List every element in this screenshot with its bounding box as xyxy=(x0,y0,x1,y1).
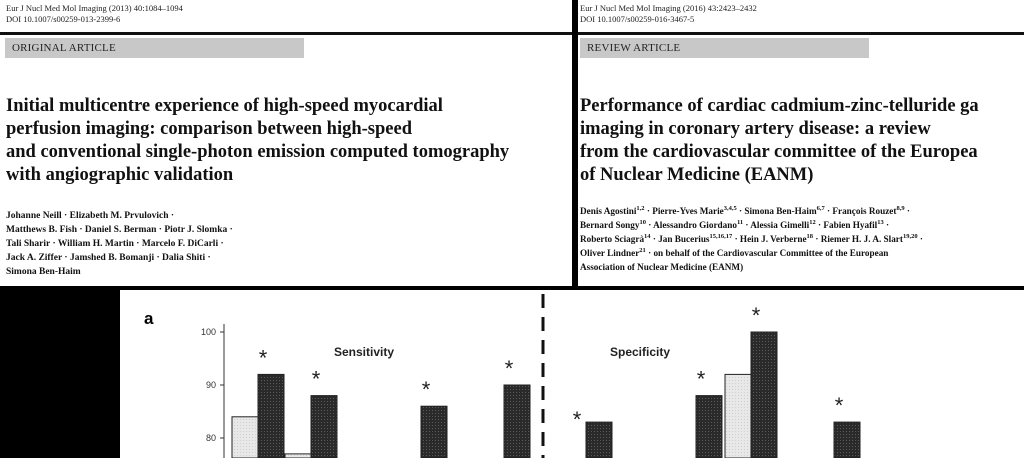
author-text: Bernard Songy xyxy=(580,220,640,230)
journal-citation: Eur J Nucl Med Mol Imaging (2013) 40:108… xyxy=(6,3,183,25)
affiliation-superscript: 13 xyxy=(877,218,884,226)
bar-light xyxy=(284,453,312,458)
y-tick-label: 90 xyxy=(206,380,216,390)
affiliation-superscript: 21 xyxy=(639,246,646,254)
affiliation-superscript: 6,7 xyxy=(816,204,825,212)
author-line: Bernard Songy10 · Alessandro Giordano11 … xyxy=(580,218,923,232)
affiliation-superscript: 3,4,5 xyxy=(723,204,737,212)
group-label-specificity: Specificity xyxy=(610,345,670,359)
doi-line: DOI 10.1007/s00259-013-2399-6 xyxy=(6,14,121,24)
author-line: Jack A. Ziffer · Jamshed B. Bomanji · Da… xyxy=(6,253,211,263)
author-text: · Alessandro Giordano xyxy=(645,220,737,230)
significance-star: * xyxy=(422,377,431,402)
author-text: · Riemer H. J. A. Slart xyxy=(813,234,903,244)
significance-star: * xyxy=(835,393,844,418)
bar-dark xyxy=(257,373,285,458)
bar-chart-panel: a Sensitivity Specificity 100 90 80 * * * * * *… xyxy=(120,290,1024,458)
bar-dark xyxy=(750,331,778,458)
author-text: Association of Nuclear Medicine (EANM) xyxy=(580,262,744,272)
affiliation-superscript: 19,20 xyxy=(902,232,918,240)
author-line: Matthews B. Fish · Daniel S. Berman · Pi… xyxy=(6,225,233,235)
journal-citation-line: Eur J Nucl Med Mol Imaging (2016) 43:242… xyxy=(580,3,757,13)
bar-dark xyxy=(420,405,448,458)
author-line: Association of Nuclear Medicine (EANM) xyxy=(580,260,923,274)
affiliation-superscript: 10 xyxy=(639,218,646,226)
bar-dark xyxy=(503,384,531,458)
header-rule xyxy=(0,32,572,35)
author-text: · François Rouzet xyxy=(824,206,897,216)
title-line: from the cardiovascular committee of the… xyxy=(580,142,978,162)
title-line: imaging in coronary artery disease: a re… xyxy=(580,119,931,139)
author-text: · Hein J. Verberne xyxy=(732,234,807,244)
author-list: Johanne Neill · Elizabeth M. Prvulovich … xyxy=(6,209,233,279)
author-line: Johanne Neill · Elizabeth M. Prvulovich … xyxy=(6,211,175,221)
bar-dark xyxy=(833,421,861,458)
affiliation-superscript: 12 xyxy=(809,218,816,226)
affiliation-superscript: 11 xyxy=(736,218,744,226)
journal-citation-line: Eur J Nucl Med Mol Imaging (2013) 40:108… xyxy=(6,3,183,13)
author-list: Denis Agostini1,2 · Pierre-Yves Marie3,4… xyxy=(580,204,923,274)
author-line: Simona Ben-Haim xyxy=(6,267,81,277)
author-line: Oliver Lindner21 · on behalf of the Card… xyxy=(580,246,923,260)
author-line: Roberto Sciagrà14 · Jan Bucerius15,16,17… xyxy=(580,232,923,246)
significance-star: * xyxy=(259,345,268,370)
title-line: of Nuclear Medicine (EANM) xyxy=(580,165,814,185)
author-text: · xyxy=(917,234,923,244)
title-line: with angiographic validation xyxy=(6,165,234,185)
y-axis: 100 90 80 xyxy=(201,324,225,458)
author-text: · xyxy=(883,220,890,230)
article-title: Performance of cardiac cadmium-zinc-tell… xyxy=(580,95,979,187)
title-line: Performance of cardiac cadmium-zinc-tell… xyxy=(580,96,979,116)
significance-star: * xyxy=(312,367,321,392)
author-text: · xyxy=(904,206,910,216)
significance-star: * xyxy=(573,407,582,432)
author-text: · Jan Bucerius xyxy=(650,234,710,244)
journal-citation: Eur J Nucl Med Mol Imaging (2016) 43:242… xyxy=(580,3,757,25)
affiliation-superscript: 1,2 xyxy=(636,204,645,212)
doi-line: DOI 10.1007/s00259-016-3467-5 xyxy=(580,14,695,24)
author-text: · on behalf of the Cardiovascular Commit… xyxy=(645,248,889,258)
significance-markers: * * * * * * * * xyxy=(259,303,844,432)
left-article-header: Eur J Nucl Med Mol Imaging (2013) 40:108… xyxy=(0,0,572,286)
affiliation-superscript: 15,16,17 xyxy=(709,232,733,240)
bar-light xyxy=(231,416,259,458)
author-text: Oliver Lindner xyxy=(580,248,640,258)
affiliation-superscript: 14 xyxy=(644,232,651,240)
author-text: · Pierre-Yves Marie xyxy=(644,206,724,216)
author-text: · Alessia Gimelli xyxy=(743,220,810,230)
bar-dark xyxy=(585,421,613,458)
article-type-banner: ORIGINAL ARTICLE xyxy=(5,38,304,58)
article-title: Initial multicentre experience of high-s… xyxy=(6,95,509,187)
title-line: and conventional single-photon emission … xyxy=(6,142,510,162)
bar-dark xyxy=(310,395,338,458)
significance-star: * xyxy=(697,367,706,392)
title-line: perfusion imaging: comparison between hi… xyxy=(6,119,412,139)
bar-light xyxy=(724,373,752,458)
author-text: · Simona Ben-Haim xyxy=(736,206,817,216)
header-rule xyxy=(578,32,1024,35)
panel-label: a xyxy=(144,309,154,328)
group-label-sensitivity: Sensitivity xyxy=(334,345,394,359)
bars xyxy=(231,331,861,458)
significance-star: * xyxy=(505,356,514,381)
affiliation-superscript: 8,9 xyxy=(896,204,905,212)
y-tick-label: 100 xyxy=(201,327,216,337)
title-line: Initial multicentre experience of high-s… xyxy=(6,96,443,116)
y-tick-label: 80 xyxy=(206,433,216,443)
right-article-header: Eur J Nucl Med Mol Imaging (2016) 43:242… xyxy=(578,0,1024,286)
author-text: · Fabien Hyafil xyxy=(815,220,878,230)
author-line: Denis Agostini1,2 · Pierre-Yves Marie3,4… xyxy=(580,204,923,218)
article-type-banner: REVIEW ARTICLE xyxy=(580,38,869,58)
affiliation-superscript: 18 xyxy=(806,232,814,240)
bar-dark xyxy=(695,395,723,458)
author-text: Denis Agostini xyxy=(580,206,637,216)
significance-star: * xyxy=(752,303,761,328)
author-line: Tali Sharir · William H. Martin · Marcel… xyxy=(6,239,224,249)
author-text: Roberto Sciagrà xyxy=(580,234,645,244)
